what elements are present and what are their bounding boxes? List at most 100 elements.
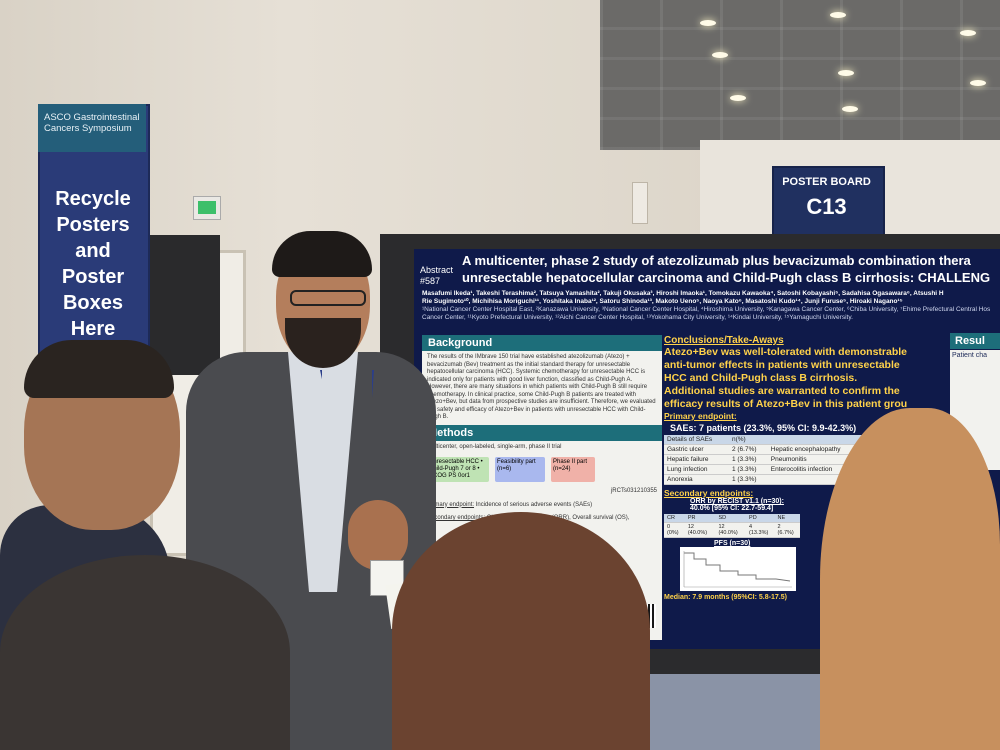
table-header-cell: PD bbox=[746, 514, 775, 523]
ceiling-light bbox=[730, 95, 746, 101]
table-cell: 1 (3.3%) bbox=[728, 464, 768, 475]
background-text: The results of the IMbrave 150 trial hav… bbox=[427, 354, 656, 420]
table-header-cell: PR bbox=[684, 514, 716, 523]
table-cell: 4 (13.3%) bbox=[746, 522, 775, 538]
conclusion-line: Atezo+Bev was well-tolerated with demons… bbox=[664, 346, 908, 358]
banner-brand: ASCO Gastrointestinal Cancers Symposium bbox=[44, 112, 144, 134]
conclusions-text: Atezo+Bev was well-tolerated with demons… bbox=[664, 346, 944, 411]
foreground-head-center bbox=[392, 512, 650, 750]
flow-box-feasibility: Feasibility part (n=6) bbox=[495, 457, 545, 482]
table-row: Hepatic failure 1 (3.3%) Pneumonitis bbox=[664, 454, 864, 465]
table-cell: 12 (40.0%) bbox=[715, 522, 747, 538]
table-cell: 2 (6.7%) bbox=[728, 444, 768, 455]
banner-brand-line: Cancers Symposium bbox=[44, 123, 132, 134]
table-row: Lung infection 1 (3.3%) Enterocolitis in… bbox=[664, 464, 864, 475]
methods-design: Multicenter, open-labeled, single-arm, p… bbox=[427, 443, 562, 450]
sae-summary: SAEs: 7 patients (23.3%, 95% CI: 9.9-42.… bbox=[670, 423, 857, 433]
table-cell: 2 (6.7%) bbox=[774, 522, 800, 538]
primary-endpoint-text: Incidence of serious adverse events (SAE… bbox=[475, 501, 593, 508]
ceiling bbox=[600, 0, 1000, 150]
poster-board-id: C13 bbox=[806, 194, 847, 219]
banner-message-line: Posters and bbox=[56, 214, 130, 262]
background-heading: Background bbox=[422, 335, 662, 351]
conclusions-heading: Conclusions/Take-Aways bbox=[664, 335, 784, 346]
table-cell: Gastric ulcer bbox=[664, 444, 729, 455]
results-subheading: Patient cha bbox=[952, 352, 988, 359]
methods-heading: Methods bbox=[422, 424, 662, 441]
table-cell: Hepatic encephalopathy bbox=[767, 444, 864, 455]
abstract-id: #587 bbox=[420, 276, 441, 286]
banner-header bbox=[38, 104, 146, 152]
orr-heading: ORR by RECIST v1.1 (n=30): bbox=[690, 498, 784, 505]
poster-title-line: A multicenter, phase 2 study of atezoliz… bbox=[462, 253, 971, 268]
table-row: Gastric ulcer 2 (6.7%) Hepatic encephalo… bbox=[664, 444, 864, 455]
banner-message: Recycle Posters and Poster Boxes Here bbox=[40, 186, 146, 342]
poster-authors: Masafumi Ikeda¹, Takeshi Terashima², Tat… bbox=[422, 290, 1000, 330]
attendee-left-hair bbox=[24, 340, 174, 398]
table-cell bbox=[767, 474, 864, 485]
poster-title: A multicenter, phase 2 study of atezoliz… bbox=[462, 252, 1000, 286]
authors-line: Rie Sugimoto¹⁰, Michihisa Moriguchi¹¹, Y… bbox=[422, 298, 903, 305]
ceiling-light bbox=[700, 20, 716, 26]
pfs-survival-curve bbox=[680, 547, 796, 591]
study-flow: Unresectable HCC • Child-Pugh 7 or 8 • E… bbox=[422, 454, 662, 485]
table-header-cell: NE bbox=[774, 514, 800, 523]
flow-box-phase2: Phase II part (n=24) bbox=[551, 457, 595, 482]
table-cell: Enterocolitis infection bbox=[767, 464, 864, 475]
affiliations-line: Cancer Center, ¹¹Kyoto Prefectural Unive… bbox=[422, 314, 853, 321]
ceiling-trusses bbox=[600, 0, 1000, 150]
pfs-curve-plot bbox=[683, 551, 792, 588]
banner-message-line: Poster Boxes bbox=[61, 266, 125, 314]
banner-message-line: Here bbox=[70, 318, 116, 340]
table-header-cell: n(%) bbox=[728, 435, 768, 445]
orr-table: CR PR SD PD NE 0 (0%) 12 (40.0%) 12 (40.… bbox=[664, 514, 800, 538]
ceiling-light bbox=[842, 106, 858, 112]
table-header-cell: Details of SAEs bbox=[664, 435, 729, 445]
table-cell: Pneumonitis bbox=[767, 454, 864, 465]
banner-brand-line: ASCO Gastrointestinal bbox=[44, 112, 140, 123]
poster-title-line: unresectable hepatocellular carcinoma an… bbox=[462, 270, 991, 285]
primary-endpoint-label: Primary endpoint: bbox=[427, 501, 475, 508]
pfs-curve-line bbox=[684, 552, 791, 582]
results-heading: Resul bbox=[950, 333, 1000, 349]
glasses bbox=[290, 290, 366, 306]
pfs-median: Median: 7.9 months (95%CI: 5.8-17.5) bbox=[664, 594, 787, 601]
presenter-hair bbox=[272, 231, 372, 277]
table-cell: 0 (0%) bbox=[664, 522, 685, 538]
primary-endpoint-heading: Primary endpoint: bbox=[664, 411, 737, 421]
table-header-row: Details of SAEs n(%) bbox=[664, 435, 864, 445]
poster-board-label: POSTER BOARD bbox=[782, 176, 871, 188]
abstract-number: Abstract #587 bbox=[420, 265, 460, 287]
table-cell: 12 (40.0%) bbox=[684, 522, 716, 538]
orr-value: 40.0% [95% CI: 22.7-59.4] bbox=[690, 505, 774, 512]
ceiling-light bbox=[960, 30, 976, 36]
conclusion-line: efficacy results of Atezo+Bev in this pa… bbox=[664, 398, 908, 410]
table-cell: Anorexia bbox=[664, 474, 729, 485]
registry-id: jRCTs031210355 bbox=[610, 488, 657, 494]
conclusion-line: HCC and Child-Pugh class B cirrhosis. bbox=[664, 372, 858, 384]
table-cell: Hepatic failure bbox=[664, 454, 729, 465]
table-header-cell: SD bbox=[715, 514, 747, 523]
exit-sign bbox=[193, 196, 221, 220]
secondary-endpoints-label: Secondary endpoints: bbox=[427, 515, 486, 521]
foreground-head-right bbox=[820, 408, 1000, 750]
abstract-label: Abstract bbox=[420, 265, 454, 275]
pfs-heading: PFS (n=30) bbox=[714, 540, 751, 547]
table-row: Anorexia 1 (3.3%) bbox=[664, 474, 864, 485]
table-row: 0 (0%) 12 (40.0%) 12 (40.0%) 4 (13.3%) 2… bbox=[664, 522, 800, 538]
table-header-cell bbox=[767, 435, 864, 445]
ceiling-light bbox=[838, 70, 854, 76]
ceiling-light bbox=[830, 12, 846, 18]
authors-line: Masafumi Ikeda¹, Takeshi Terashima², Tat… bbox=[422, 290, 944, 297]
primary-endpoint: Primary endpoint: Incidence of serious a… bbox=[422, 499, 662, 513]
conclusion-line: anti-tumor effects in patients with unre… bbox=[664, 359, 900, 371]
ceiling-light bbox=[970, 80, 986, 86]
affiliations-line: ¹National Cancer Center Hospital East, ²… bbox=[422, 306, 991, 313]
presenter-hand bbox=[348, 500, 408, 570]
table-cell: 1 (3.3%) bbox=[728, 454, 768, 465]
table-header-cell: CR bbox=[664, 514, 685, 523]
flow-box-eligibility: Unresectable HCC • Child-Pugh 7 or 8 • E… bbox=[427, 457, 489, 482]
foreground-head-left bbox=[0, 555, 290, 750]
table-header-row: CR PR SD PD NE bbox=[664, 514, 800, 523]
secondary-endpoints-heading: Secondary endpoints: bbox=[664, 488, 754, 498]
